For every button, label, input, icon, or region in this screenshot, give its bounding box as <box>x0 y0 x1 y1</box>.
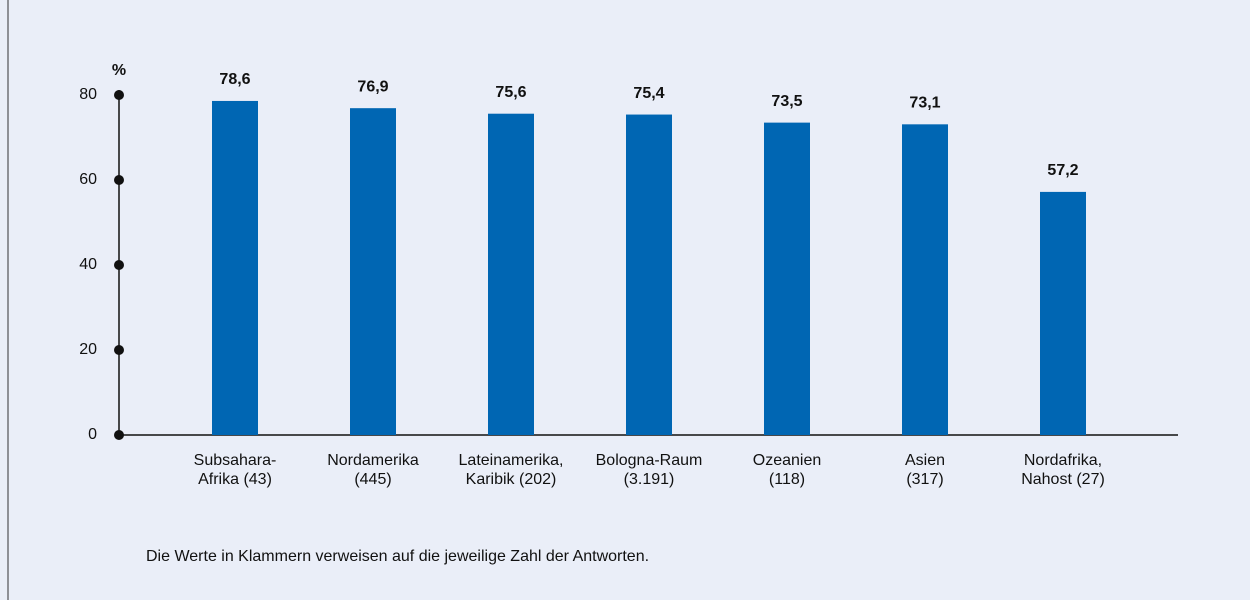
value-label: 73,5 <box>771 93 802 110</box>
y-tick-dot <box>114 345 124 355</box>
y-unit: % <box>112 62 126 79</box>
x-tick-label: Lateinamerika, <box>459 452 564 469</box>
x-tick-label: Nordamerika <box>327 452 419 469</box>
x-tick-label: Asien <box>905 452 945 469</box>
x-tick-label: (317) <box>906 471 943 488</box>
x-tick-label: Bologna-Raum <box>596 452 703 469</box>
x-tick-label: (3.191) <box>624 471 675 488</box>
x-tick-label: Subsahara- <box>194 452 277 469</box>
x-tick-label: Nahost (27) <box>1021 471 1105 488</box>
bar <box>764 122 810 435</box>
y-tick-dot <box>114 260 124 270</box>
value-label: 73,1 <box>909 95 940 112</box>
y-tick-label: 80 <box>79 86 97 103</box>
bar <box>488 113 534 435</box>
bar <box>902 124 948 435</box>
y-tick-label: 20 <box>79 341 97 358</box>
y-tick-label: 60 <box>79 171 97 188</box>
bar <box>212 100 258 435</box>
y-tick-label: 40 <box>79 256 97 273</box>
x-tick-label: Karibik (202) <box>466 471 557 488</box>
value-label: 75,6 <box>495 84 526 101</box>
x-tick-label: (118) <box>769 471 805 488</box>
bar <box>1040 191 1086 435</box>
y-tick-dot <box>114 90 124 100</box>
value-label: 57,2 <box>1047 162 1078 179</box>
x-tick-label: (445) <box>354 471 391 488</box>
x-tick-label: Nordafrika, <box>1024 452 1102 469</box>
x-tick-label: Afrika (43) <box>198 471 272 488</box>
y-tick-dot <box>114 430 124 440</box>
footnote: Die Werte in Klammern verweisen auf die … <box>146 548 649 565</box>
y-tick-dot <box>114 175 124 185</box>
y-tick-label: 0 <box>88 426 97 443</box>
value-label: 75,4 <box>633 85 664 102</box>
bar <box>626 114 672 436</box>
value-label: 78,6 <box>219 71 250 88</box>
bar <box>350 108 396 436</box>
x-tick-label: Ozeanien <box>753 452 822 469</box>
value-label: 76,9 <box>357 78 388 95</box>
